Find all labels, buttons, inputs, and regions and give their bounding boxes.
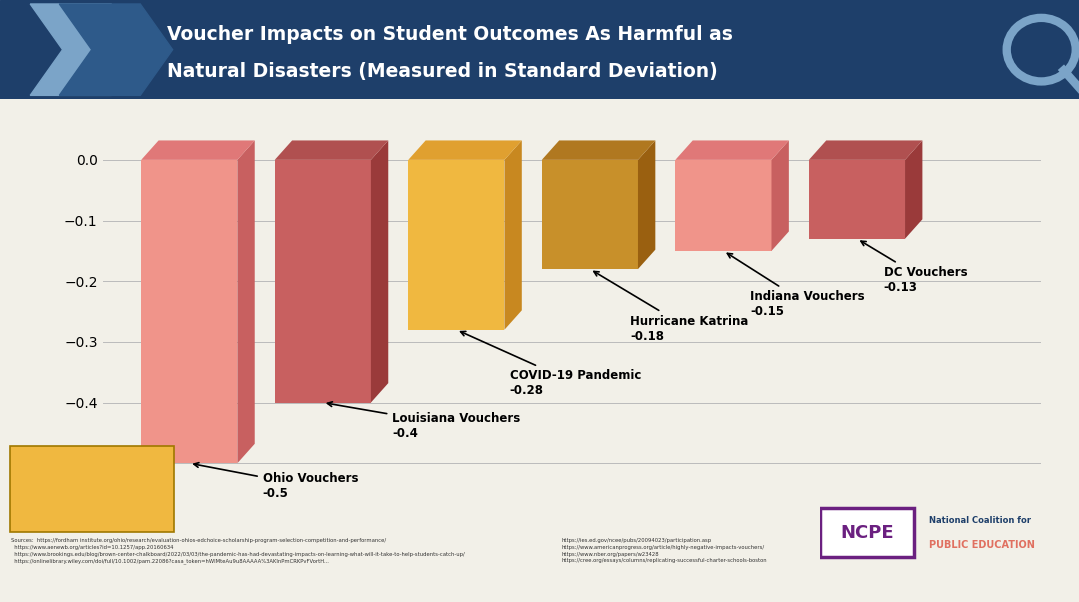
Text: Standard Deviation: a quantity
calculated to indicate the
extent of deviation fo: Standard Deviation: a quantity calculate… — [18, 456, 151, 500]
Polygon shape — [30, 4, 144, 95]
Polygon shape — [408, 160, 505, 330]
Text: Louisiana Vouchers
-0.4: Louisiana Vouchers -0.4 — [327, 402, 520, 439]
FancyBboxPatch shape — [11, 446, 174, 532]
Polygon shape — [0, 0, 1079, 99]
Polygon shape — [542, 160, 638, 269]
Polygon shape — [809, 140, 923, 160]
Polygon shape — [505, 140, 522, 330]
Polygon shape — [141, 160, 237, 463]
Text: Natural Disasters (Measured in Standard Deviation): Natural Disasters (Measured in Standard … — [167, 62, 718, 81]
Text: Sources:  https://fordham institute.org/ohio/research/evaluation-ohios-edchoice-: Sources: https://fordham institute.org/o… — [11, 538, 465, 564]
Polygon shape — [275, 140, 388, 160]
Text: PUBLIC EDUCATION: PUBLIC EDUCATION — [929, 539, 1035, 550]
Text: https://ies.ed.gov/ncee/pubs/20094023/participation.asp
https://www.americanprog: https://ies.ed.gov/ncee/pubs/20094023/pa… — [561, 538, 767, 563]
Polygon shape — [59, 4, 173, 95]
FancyBboxPatch shape — [820, 508, 914, 557]
Polygon shape — [237, 140, 255, 463]
Polygon shape — [675, 160, 771, 251]
Text: DC Vouchers
-0.13: DC Vouchers -0.13 — [861, 241, 967, 294]
Polygon shape — [905, 140, 923, 239]
Text: NCPE: NCPE — [841, 524, 894, 542]
Text: Voucher Impacts on Student Outcomes As Harmful as: Voucher Impacts on Student Outcomes As H… — [167, 25, 733, 45]
Polygon shape — [771, 140, 789, 251]
Polygon shape — [542, 140, 655, 160]
Polygon shape — [638, 140, 655, 269]
Text: Ohio Vouchers
-0.5: Ohio Vouchers -0.5 — [194, 463, 358, 500]
Text: Hurricane Katrina
-0.18: Hurricane Katrina -0.18 — [593, 272, 749, 343]
Text: COVID-19 Pandemic
-0.28: COVID-19 Pandemic -0.28 — [461, 332, 641, 397]
Polygon shape — [809, 160, 905, 239]
Text: Indiana Vouchers
-0.15: Indiana Vouchers -0.15 — [727, 253, 864, 318]
Polygon shape — [675, 140, 789, 160]
Polygon shape — [371, 140, 388, 403]
Polygon shape — [408, 140, 522, 160]
Polygon shape — [141, 140, 255, 160]
Text: National Coalition for: National Coalition for — [929, 517, 1032, 526]
Polygon shape — [275, 160, 371, 403]
